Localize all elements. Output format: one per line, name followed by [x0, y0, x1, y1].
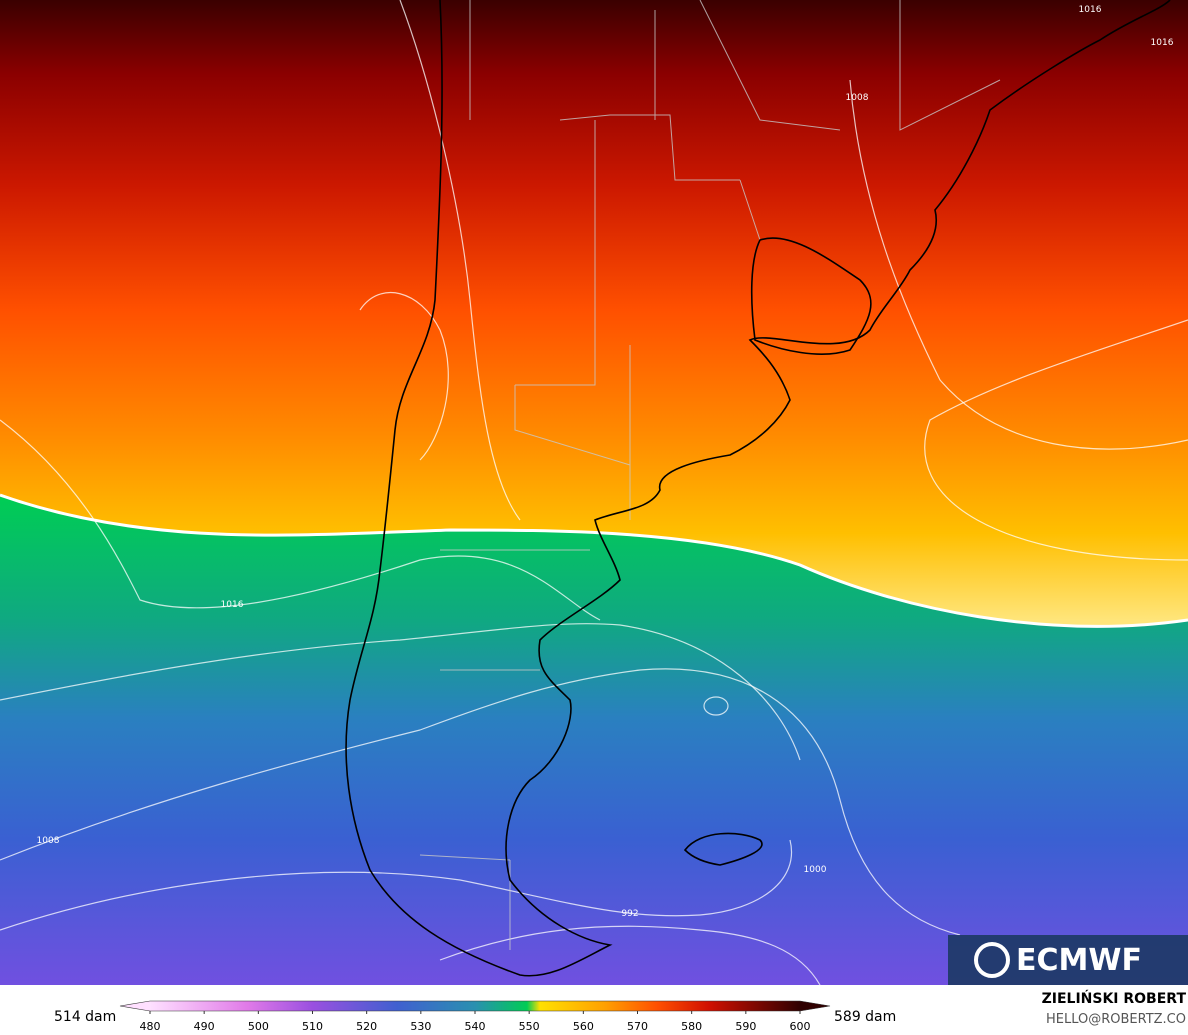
isobar — [0, 419, 601, 621]
contour-label: 1016 — [1079, 5, 1102, 15]
colorbar-tick-label: 490 — [194, 1020, 215, 1033]
isobars — [0, 0, 1188, 985]
colorbar-tick-label: 540 — [465, 1020, 486, 1033]
coastline — [345, 0, 1171, 977]
contour-label: 1016 — [221, 600, 244, 610]
colorbar-bar — [119, 1000, 831, 1012]
borders — [419, 0, 1001, 950]
isobar — [924, 319, 1188, 561]
colorbar-tick-label: 600 — [790, 1020, 811, 1033]
contour-label: 1016 — [1151, 38, 1174, 48]
isobar — [439, 925, 821, 986]
colorbar-tick-label: 480 — [140, 1020, 161, 1033]
coast — [345, 0, 1171, 977]
colorbar-tick-label: 570 — [627, 1020, 648, 1033]
colorbar-tick-label: 580 — [681, 1020, 702, 1033]
contour-label: 1008 — [846, 93, 869, 103]
logo-text: ECMWF — [1016, 943, 1142, 978]
colorbar-tick-label: 560 — [573, 1020, 594, 1033]
colorbar-tick-label: 590 — [735, 1020, 756, 1033]
admin-border — [419, 0, 1001, 950]
colorbar-tick-label: 530 — [410, 1020, 431, 1033]
warm-field — [0, 0, 1188, 627]
isobar — [703, 696, 729, 716]
coast — [750, 237, 872, 355]
credit-name: ZIELIŃSKI ROBERT — [1042, 989, 1187, 1007]
isobar — [0, 623, 801, 761]
colorbar-tick-label: 550 — [519, 1020, 540, 1033]
colorbar: 514 dam 589 dam 480 490 500 510 520 530 540 550… — [54, 1000, 896, 1033]
isobar — [399, 0, 521, 521]
colorbar-tick-label: 500 — [248, 1020, 269, 1033]
contour-label: 1000 — [804, 865, 827, 875]
isobar — [849, 79, 1188, 450]
colorbar-min-label: 514 dam — [54, 1009, 116, 1025]
contour-label: 992 — [621, 909, 638, 919]
logo: ECMWF — [948, 935, 1188, 985]
colorbar-max-label: 589 dam — [834, 1009, 896, 1025]
contour-label: 1008 — [37, 836, 60, 846]
isobar — [359, 292, 449, 461]
colorbar-tick-label: 520 — [356, 1020, 377, 1033]
credit-email: HELLO@ROBERTZ.CO — [1046, 1012, 1186, 1027]
logo-icon — [974, 942, 1010, 978]
boundary-contour — [0, 493, 1188, 628]
colorbar-tick-label: 510 — [302, 1020, 323, 1033]
map: 1016 1008 1000 992 1008 1016 1016 ECMWF — [0, 0, 1188, 986]
isobar — [0, 668, 961, 936]
island — [683, 832, 763, 866]
contour-labels: 1016 1008 1000 992 1008 1016 1016 — [37, 5, 1174, 919]
